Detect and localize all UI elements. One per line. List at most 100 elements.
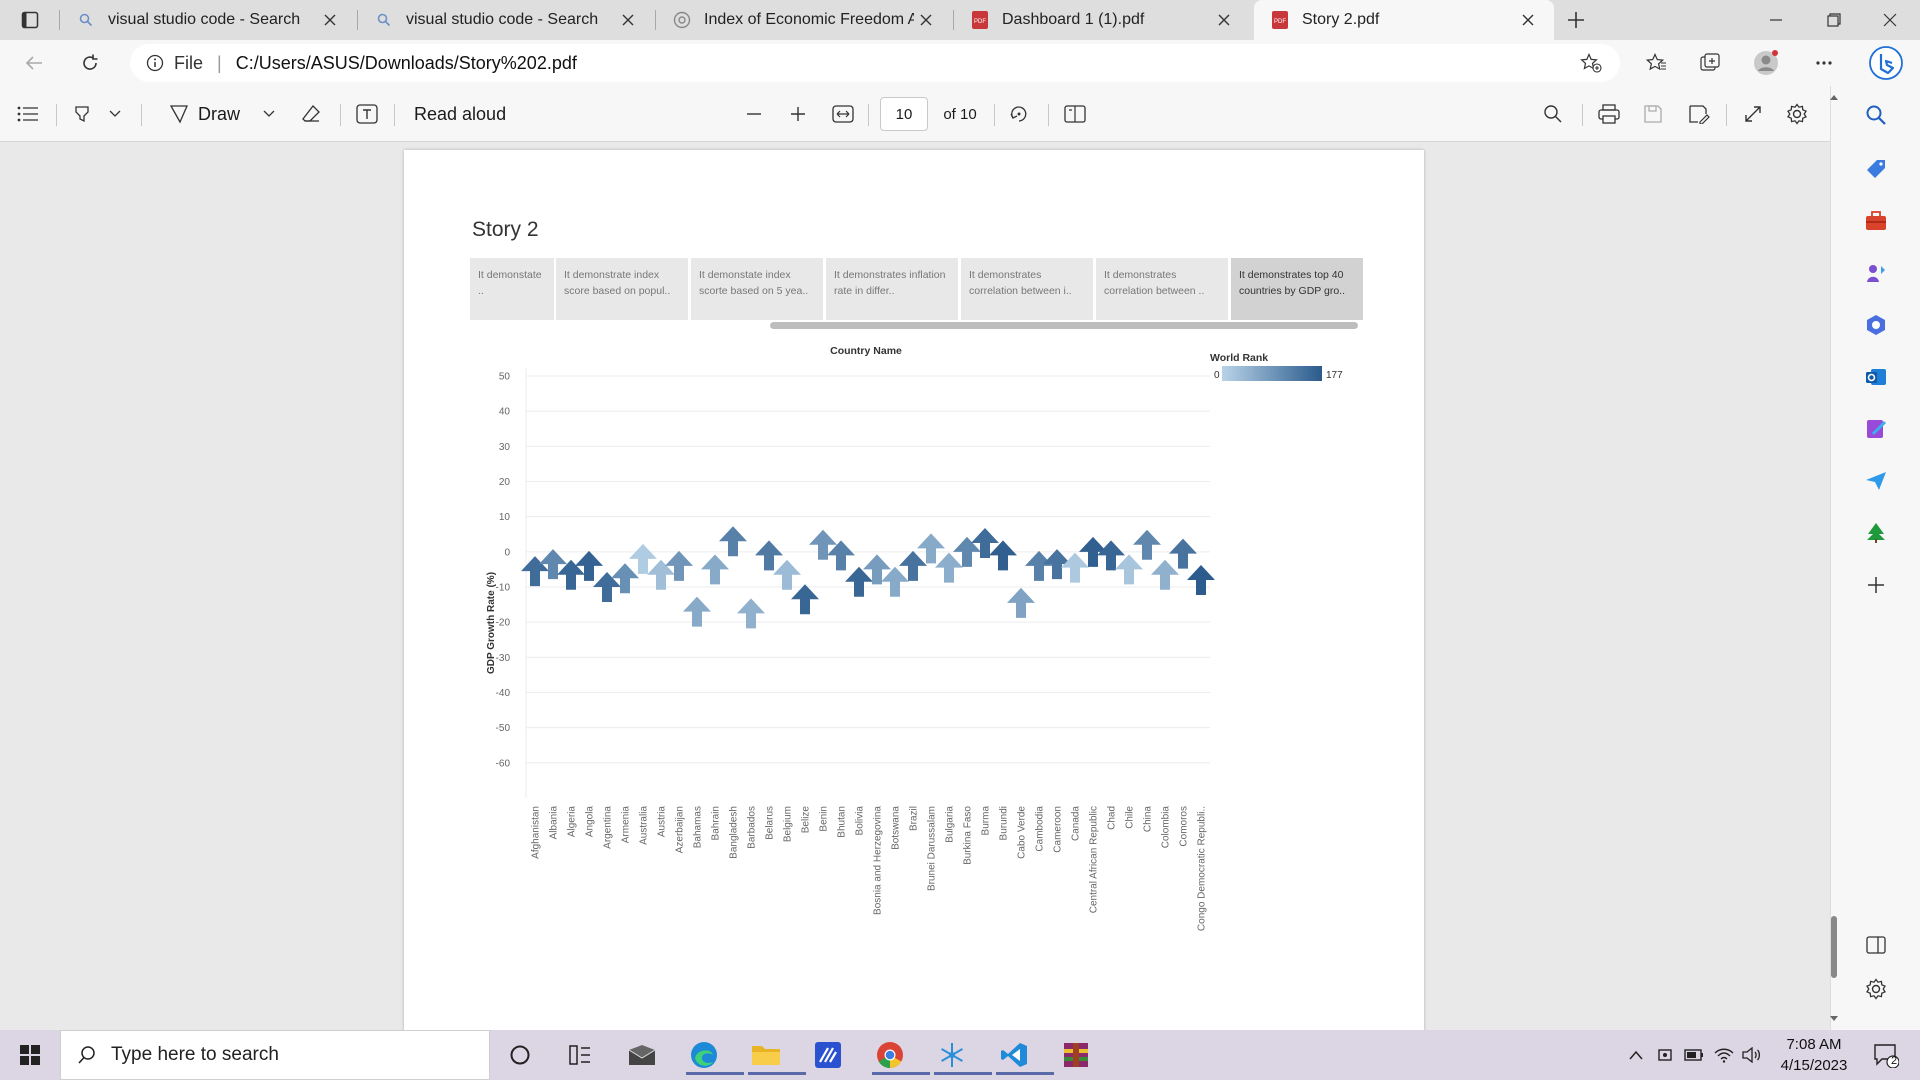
arrow-mark[interactable] xyxy=(593,572,621,602)
read-aloud-button[interactable]: Read aloud xyxy=(414,103,507,124)
back-button[interactable] xyxy=(18,47,50,79)
edge-taskbar-icon[interactable] xyxy=(684,1035,744,1075)
arrow-mark[interactable] xyxy=(629,543,657,574)
arrow-mark[interactable] xyxy=(1187,564,1215,595)
page-number-input[interactable]: 10 xyxy=(880,97,928,131)
outlook-icon[interactable] xyxy=(1861,362,1891,392)
fit-width-icon[interactable] xyxy=(828,98,858,130)
winrar-icon[interactable] xyxy=(1056,1035,1096,1075)
arrow-mark[interactable] xyxy=(827,540,855,571)
microsoft-365-icon[interactable] xyxy=(1861,310,1891,340)
collections-icon[interactable] xyxy=(1694,47,1726,79)
pdf-viewer-area[interactable]: Story 2 It demonstate .. It demonstrate … xyxy=(0,142,1830,1030)
story-scrollbar[interactable] xyxy=(770,322,1358,329)
arrow-mark[interactable] xyxy=(575,550,603,581)
draw-icon[interactable] xyxy=(164,98,194,130)
favorites-icon[interactable] xyxy=(1640,47,1672,79)
story-point[interactable]: It demonstrate index score based on popu… xyxy=(556,258,688,320)
chevron-down-icon[interactable] xyxy=(104,98,126,130)
arrow-mark[interactable] xyxy=(1151,559,1179,590)
arrow-mark[interactable] xyxy=(1025,550,1053,581)
highlight-icon[interactable] xyxy=(68,98,96,130)
volume-icon[interactable] xyxy=(1732,1035,1772,1075)
story-point[interactable]: It demonstrates correlation between .. xyxy=(1096,258,1228,320)
save-as-icon[interactable] xyxy=(1684,98,1714,130)
close-window-button[interactable] xyxy=(1874,4,1906,36)
info-icon[interactable] xyxy=(146,54,164,72)
restore-button[interactable] xyxy=(1818,4,1850,36)
page-view-icon[interactable] xyxy=(1060,98,1090,130)
tab-dashboard-pdf[interactable]: PDF Dashboard 1 (1).pdf xyxy=(954,0,1250,40)
text-box-icon[interactable] xyxy=(352,98,382,130)
arrow-mark[interactable] xyxy=(791,584,819,615)
snowflake-app-icon[interactable] xyxy=(932,1035,992,1075)
tab-search-2[interactable]: visual studio code - Search xyxy=(358,0,654,40)
arrow-mark[interactable] xyxy=(917,533,945,564)
arrow-mark[interactable] xyxy=(1115,554,1143,585)
arrow-mark[interactable] xyxy=(1169,538,1197,569)
arrow-mark[interactable] xyxy=(611,563,639,594)
arrow-mark[interactable] xyxy=(1061,552,1089,583)
arrow-mark[interactable] xyxy=(1007,587,1035,618)
chevron-up-icon[interactable] xyxy=(1616,1035,1656,1075)
arrow-mark[interactable] xyxy=(1043,549,1071,580)
add-icon[interactable] xyxy=(1861,570,1891,600)
story-point[interactable]: It demonstrates inflation rate in differ… xyxy=(826,258,958,320)
notifications-icon[interactable]: 2 xyxy=(1866,1035,1906,1075)
vscode-icon[interactable] xyxy=(994,1035,1054,1075)
arrow-mark[interactable] xyxy=(989,540,1017,571)
arrow-mark[interactable] xyxy=(971,528,999,559)
battery-icon[interactable] xyxy=(1674,1035,1714,1075)
print-icon[interactable] xyxy=(1594,98,1624,130)
tab-search-1[interactable]: visual studio code - Search xyxy=(60,0,356,40)
close-icon[interactable] xyxy=(1518,10,1538,30)
arrow-mark[interactable] xyxy=(1097,540,1125,571)
arrow-mark[interactable] xyxy=(665,550,693,581)
settings-gear-icon[interactable] xyxy=(1782,98,1812,130)
fullscreen-icon[interactable] xyxy=(1738,98,1768,130)
arrow-mark[interactable] xyxy=(737,598,765,629)
tools-briefcase-icon[interactable] xyxy=(1861,206,1891,236)
windows-start-icon[interactable] xyxy=(10,1035,50,1075)
address-bar[interactable]: File | C:/Users/ASUS/Downloads/Story%202… xyxy=(130,44,1620,82)
sidebar-panel-icon[interactable] xyxy=(1861,930,1891,960)
rotate-icon[interactable] xyxy=(1004,98,1034,130)
arrow-mark[interactable] xyxy=(683,596,711,627)
taskbar-search-box[interactable]: Type here to search xyxy=(60,1030,490,1080)
arrow-mark[interactable] xyxy=(845,566,873,597)
arrow-mark[interactable] xyxy=(935,552,963,583)
file-explorer-icon[interactable] xyxy=(746,1035,806,1075)
eraser-icon[interactable] xyxy=(296,98,326,130)
arrow-mark[interactable] xyxy=(557,559,585,590)
arrow-mark[interactable] xyxy=(863,554,891,585)
games-icon[interactable] xyxy=(1861,258,1891,288)
more-menu-icon[interactable] xyxy=(1808,47,1840,79)
meet-now-icon[interactable] xyxy=(1646,1035,1686,1075)
story-point[interactable]: It demonstrates correlation between i.. xyxy=(961,258,1093,320)
arrow-mark[interactable] xyxy=(719,526,747,557)
arrow-mark[interactable] xyxy=(1133,529,1161,560)
shopping-tag-icon[interactable] xyxy=(1861,154,1891,184)
search-icon[interactable] xyxy=(1538,98,1568,130)
wifi-icon[interactable] xyxy=(1704,1035,1744,1075)
new-tab-button[interactable] xyxy=(1560,4,1592,36)
arrow-mark[interactable] xyxy=(539,549,567,580)
contents-icon[interactable] xyxy=(14,98,42,130)
close-icon[interactable] xyxy=(916,10,936,30)
arrow-mark[interactable] xyxy=(881,566,909,597)
tab-actions-icon[interactable] xyxy=(14,4,46,36)
favorite-add-icon[interactable] xyxy=(1580,53,1602,73)
zoom-out-icon[interactable] xyxy=(740,98,768,130)
tree-icon[interactable] xyxy=(1861,518,1891,548)
close-icon[interactable] xyxy=(320,10,340,30)
refresh-button[interactable] xyxy=(74,47,106,79)
close-icon[interactable] xyxy=(618,10,638,30)
save-icon[interactable] xyxy=(1638,98,1668,130)
tab-index-economic-freedom[interactable]: Index of Economic Freedom Anal xyxy=(656,0,952,40)
clock[interactable]: 7:08 AM 4/15/2023 xyxy=(1766,1034,1862,1076)
gear-icon[interactable] xyxy=(1861,974,1891,1004)
cortana-icon[interactable] xyxy=(500,1035,540,1075)
profile-avatar[interactable] xyxy=(1750,47,1782,79)
arrow-mark[interactable] xyxy=(773,559,801,590)
arrow-mark[interactable] xyxy=(755,540,783,571)
